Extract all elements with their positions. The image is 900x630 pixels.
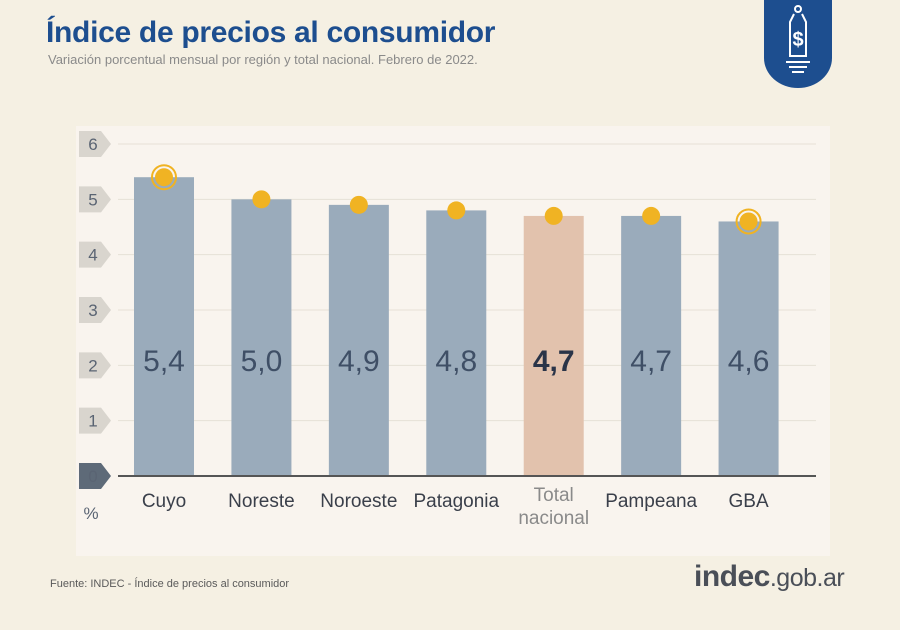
category-label: GBA: [729, 491, 769, 512]
category-label: Total: [534, 485, 574, 506]
bar-value-label: 4,8: [435, 345, 477, 378]
bar: [718, 221, 779, 476]
y-tick-label: 3: [88, 301, 97, 320]
bar-value-label: 4,7: [630, 345, 672, 378]
y-tick-label: 0: [88, 467, 97, 486]
bar: [134, 177, 194, 476]
marker-dot: [447, 201, 466, 220]
marker-dot: [544, 206, 563, 225]
price-tag-dollar-icon: $: [764, 0, 832, 88]
bar: [621, 215, 682, 476]
bar-value-label: 5,0: [241, 345, 283, 378]
category-label: Noreste: [228, 491, 295, 512]
marker-dot: [349, 195, 368, 214]
bar-value-label: 4,6: [728, 345, 770, 378]
marker-ring: [151, 164, 177, 191]
bar: [426, 210, 487, 476]
category-label: Cuyo: [142, 491, 186, 512]
marker-dot: [642, 206, 661, 225]
page-title: Índice de precios al consumidor: [46, 16, 496, 49]
y-tick-marker: [79, 407, 111, 434]
y-tick-label: 5: [88, 190, 97, 209]
marker-dot: [739, 212, 758, 231]
brand-domain: .gob.ar: [769, 564, 845, 592]
chart-panel: 0 1 2 3 4 5 6% 5,4 Cuyo 5,0 Noreste 4,9 Noroeste 4,8 P…: [76, 126, 830, 556]
y-tick-marker: [79, 297, 111, 323]
marker-dot: [252, 190, 271, 209]
y-tick-marker: [79, 241, 111, 268]
page-subtitle: Variación porcentual mensual por región …: [48, 52, 478, 67]
y-axis-unit: %: [83, 504, 98, 523]
y-tick-label: 6: [88, 135, 97, 154]
bar: [231, 199, 292, 476]
chart: 0 1 2 3 4 5 6% 5,4 Cuyo 5,0 Noreste 4,9 Noroeste 4,8 P…: [79, 131, 816, 529]
category-label: Noroeste: [320, 491, 397, 512]
indec-logo[interactable]: indec.gob.ar: [694, 560, 845, 594]
y-tick-label: 2: [88, 356, 97, 375]
source-note: Fuente: INDEC - Índice de precios al con…: [50, 578, 290, 590]
bar-value-label: 4,7: [533, 345, 575, 378]
y-tick-marker: [79, 186, 111, 213]
category-label: nacional: [518, 508, 589, 529]
bar-value-label: 4,9: [338, 345, 380, 378]
y-tick-marker: [79, 131, 111, 157]
marker-dot: [155, 168, 173, 187]
category-label: Pampeana: [605, 491, 697, 512]
y-tick-label: 1: [88, 412, 97, 431]
svg-text:$: $: [792, 29, 803, 51]
bar-value-label: 5,4: [143, 345, 185, 378]
y-tick-label: 4: [88, 246, 97, 265]
y-tick-marker: [79, 352, 111, 379]
bar: [328, 204, 389, 476]
y-tick-marker: [79, 463, 111, 489]
bar: [523, 215, 584, 476]
category-label: Patagonia: [413, 491, 499, 512]
marker-ring: [735, 208, 762, 235]
brand-name: indec: [694, 560, 770, 593]
